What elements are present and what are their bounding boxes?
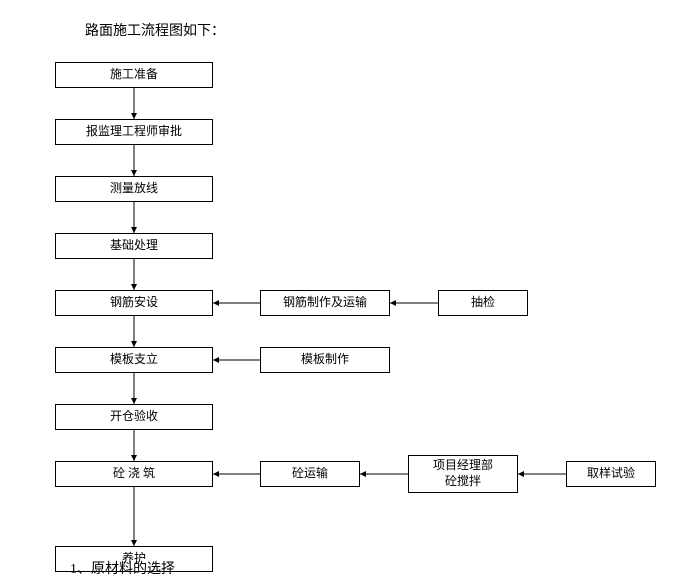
flowchart-node: 砼运输 bbox=[260, 461, 360, 487]
flowchart-node: 模板制作 bbox=[260, 347, 390, 373]
flowchart-node: 钢筋安设 bbox=[55, 290, 213, 316]
footer-text: 1、原材料的选择 bbox=[70, 558, 175, 578]
flowchart-node: 抽检 bbox=[438, 290, 528, 316]
flowchart-node: 取样试验 bbox=[566, 461, 656, 487]
flowchart-node: 项目经理部砼搅拌 bbox=[408, 455, 518, 493]
flowchart-node: 模板支立 bbox=[55, 347, 213, 373]
page-title: 路面施工流程图如下： bbox=[85, 20, 225, 40]
flowchart-node: 报监理工程师审批 bbox=[55, 119, 213, 145]
flowchart-node: 基础处理 bbox=[55, 233, 213, 259]
flowchart-node: 施工准备 bbox=[55, 62, 213, 88]
flowchart-node: 砼 浇 筑 bbox=[55, 461, 213, 487]
flowchart-node: 开仓验收 bbox=[55, 404, 213, 430]
flowchart-node: 测量放线 bbox=[55, 176, 213, 202]
flowchart-node: 钢筋制作及运输 bbox=[260, 290, 390, 316]
